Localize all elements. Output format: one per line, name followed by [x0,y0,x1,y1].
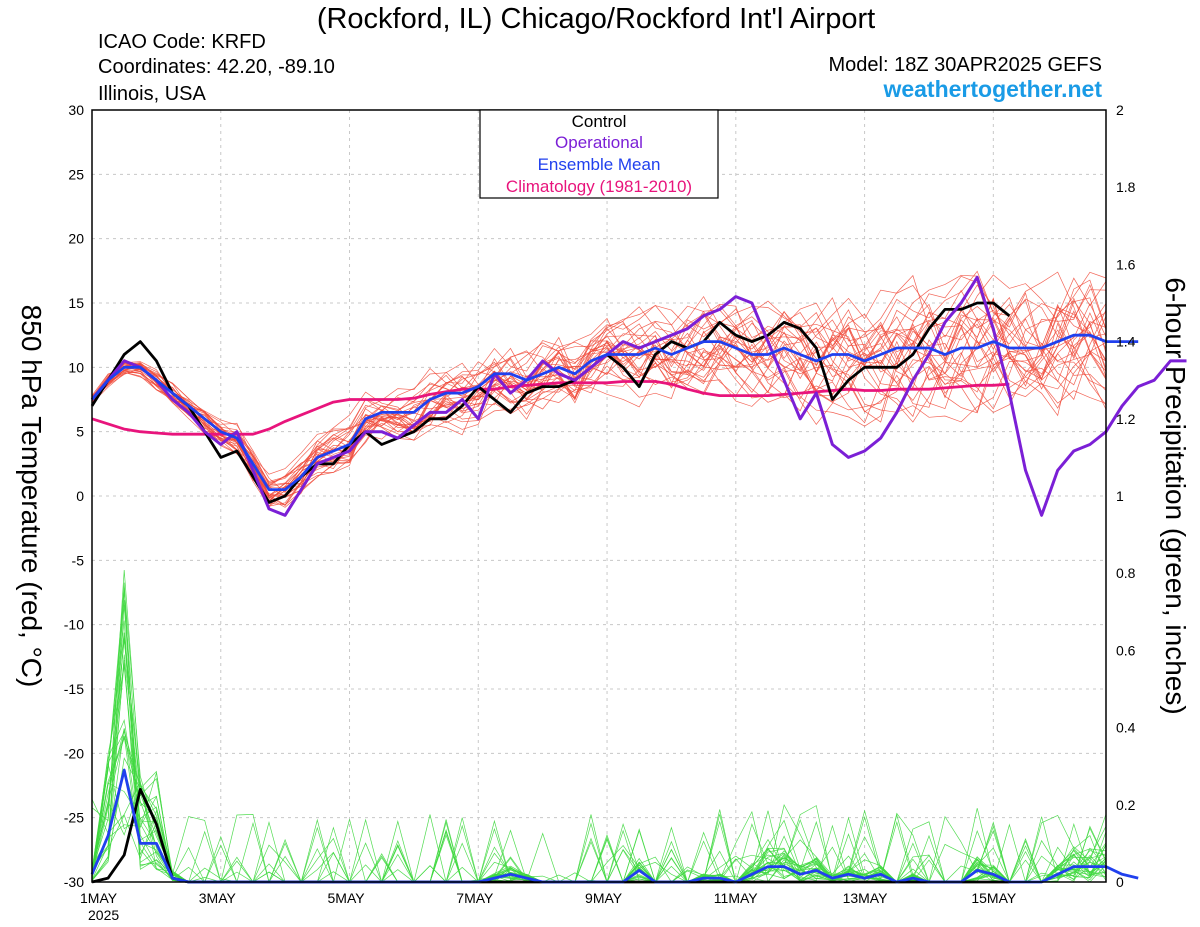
y2-tick-label: 0.8 [1116,565,1136,581]
temp-member-line [91,298,1107,486]
icao-code: ICAO Code: KRFD [98,31,266,53]
x-tick-year: 2025 [88,907,119,923]
precip-member-line [91,809,1107,883]
precip-member-line [91,632,1107,883]
precip-member-line [91,783,1107,883]
legend: Control Operational Ensemble Mean Climat… [479,109,719,199]
y2-tick-label: 1 [1116,488,1124,504]
precip-member-line [91,768,1107,883]
legend-climatology: Climatology (1981-2010) [506,177,692,196]
temp-member-line [91,300,1107,507]
grid [92,110,1106,882]
precip-member-line [91,600,1107,883]
legend-control: Control [572,112,627,131]
x-tick-label: 5MAY [328,890,366,906]
y-tick-label: 0 [76,488,84,504]
temp-member-line [91,320,1107,506]
y-tick-label: 25 [68,166,84,182]
y2-tick-label: 0.6 [1116,642,1136,658]
chart-title: (Rockford, IL) Chicago/Rockford Int'l Ai… [317,3,875,35]
x-tick-label: 1MAY [80,890,118,906]
y-tick-label: -30 [64,874,84,890]
y-axis-label: 850 hPa Temperature (red, °C) [16,305,47,688]
precip-member-line [91,604,1107,883]
precip-member-line [91,582,1107,883]
precip-member-line [91,639,1107,883]
y2-tick-label: 0.4 [1116,720,1136,736]
y2-tick-label: 1.6 [1116,256,1136,272]
model-run: Model: 18Z 30APR2025 GEFS [829,54,1102,76]
region: Illinois, USA [98,83,206,105]
precip-member-line [91,757,1107,883]
y-tick-label: -25 [64,810,84,826]
x-tick-label: 3MAY [199,890,237,906]
precip-member-line [91,782,1107,883]
axis-ticks: 302520151050-5-10-15-20-25-3021.81.61.41… [64,102,1136,923]
series-operational [90,275,1187,517]
precip-member-line [91,620,1107,883]
temp-member-line [91,298,1107,503]
x-tick-label: 13MAY [843,890,889,906]
y2-tick-label: 1.2 [1116,411,1136,427]
temp-member-line [91,274,1107,498]
precip-member-line [91,795,1107,883]
y-tick-label: -10 [64,617,84,633]
series-control [90,301,1011,504]
y-tick-label: 10 [68,359,84,375]
precip-member-line [91,569,1107,883]
x-tick-label: 9MAY [585,890,623,906]
y2-tick-label: 0 [1116,874,1124,890]
coordinates: Coordinates: 42.20, -89.10 [98,56,335,78]
legend-mean: Ensemble Mean [538,155,661,174]
temp-member-line [91,297,1107,498]
x-tick-label: 11MAY [714,890,758,906]
site-link[interactable]: weathertogether.net [882,76,1102,102]
precip-member-line [91,587,1107,884]
y-tick-label: -15 [64,681,84,697]
y2-axis-label: 6-hour Precipitation (green, inches) [1160,277,1191,714]
temp-member-line [91,284,1107,502]
temp-members [91,270,1107,508]
series-mean [90,333,1139,492]
precip-member-line [91,637,1107,883]
precip-member-line [91,590,1107,883]
temp-member-line [91,299,1107,497]
y-tick-label: 30 [68,102,84,118]
precip-members [91,569,1107,884]
precip-member-line [91,780,1107,883]
y2-tick-label: 1.4 [1116,334,1136,350]
y-tick-label: -20 [64,745,84,761]
x-tick-label: 7MAY [456,890,494,906]
y2-tick-label: 0.2 [1116,797,1136,813]
y-tick-label: 5 [76,424,84,440]
y2-tick-label: 2 [1116,102,1124,118]
x-tick-label: 15MAY [971,890,1017,906]
temp-member-line [91,274,1107,488]
y2-tick-label: 1.8 [1116,179,1136,195]
y-tick-label: 20 [68,231,84,247]
legend-operational: Operational [555,133,643,152]
series-climatology [91,380,1010,436]
temp-member-line [91,317,1107,497]
precip-member-line [91,632,1107,883]
y-tick-label: -5 [72,552,85,568]
precip-member-line [91,763,1107,884]
y-tick-label: 15 [68,295,84,311]
